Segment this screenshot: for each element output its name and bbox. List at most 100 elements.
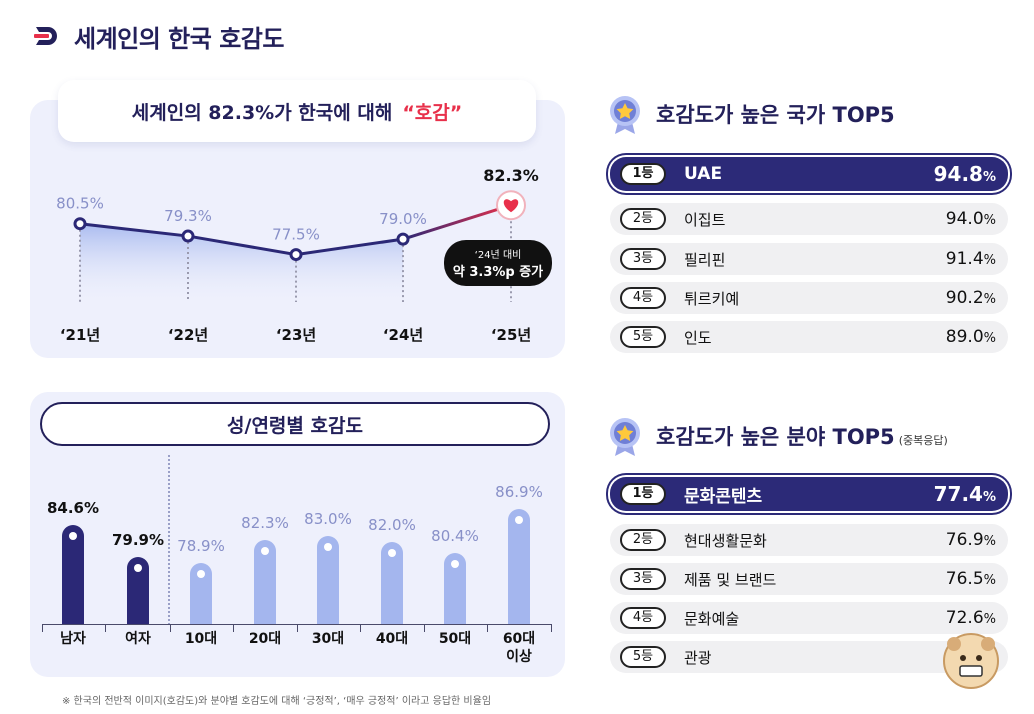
- line-chart-title-text: 세계인의 82.3%가 한국에 대해: [131, 101, 393, 124]
- rank-badge: 5등: [620, 646, 666, 668]
- bar-dot: [324, 542, 332, 551]
- medal-icon: [610, 418, 640, 456]
- bar-value-label: 84.6%: [46, 498, 100, 517]
- line-chart-title: 세계인의 82.3%가 한국에 대해 “호감”: [58, 80, 536, 142]
- bar-value-label: 82.3%: [241, 514, 289, 533]
- rank-badge: 2등: [620, 529, 666, 551]
- series-line-increase: [402, 203, 512, 241]
- rank-badge: 3등: [620, 568, 666, 590]
- x-tick-label: ‘24년: [383, 326, 423, 344]
- rank-name: 튀르키예: [684, 289, 740, 308]
- mascot-icon: [943, 633, 999, 689]
- rank-value: 90.2%: [945, 288, 996, 308]
- rank-name: 문화콘텐츠: [684, 486, 763, 507]
- increase-callout: ‘24년 대비 약 3.3%p 증가: [444, 240, 552, 286]
- bar-dot: [261, 547, 269, 556]
- axis-tick: [424, 624, 425, 632]
- brand-logo-icon: [34, 27, 57, 45]
- rank-badge: 2등: [620, 208, 666, 230]
- callout-maintext: 약 3.3%p 증가: [452, 265, 544, 280]
- rank-value: 76.9%: [945, 530, 996, 550]
- rank-name: 필리핀: [684, 250, 726, 269]
- rank-row: 2등 현대생활문화 76.9%: [610, 524, 1008, 556]
- bar: [508, 509, 530, 624]
- line-chart-title-highlight: “호감”: [402, 101, 463, 124]
- rank-name: 인도: [684, 328, 712, 347]
- bar-category-label: 30대: [311, 631, 345, 647]
- bar: [444, 553, 466, 624]
- axis-tick: [105, 624, 106, 632]
- bar-value-label: 80.4%: [431, 527, 479, 546]
- rank-row: 3등 필리핀 91.4%: [610, 243, 1008, 275]
- gender-age-divider: [168, 455, 170, 625]
- bar-category-label: 40대: [375, 631, 409, 647]
- data-label: 77.5%: [272, 226, 320, 244]
- bar-value-label: 82.0%: [368, 516, 416, 535]
- bar: [190, 563, 212, 624]
- rank-badge: 5등: [620, 326, 666, 348]
- rank-name: 문화예술: [684, 609, 740, 628]
- rank-row: 1등 문화콘텐츠 77.4%: [610, 477, 1008, 511]
- x-tick-label: ‘21년: [60, 326, 100, 344]
- x-tick-label: ‘23년: [276, 326, 316, 344]
- bar: [317, 535, 339, 624]
- axis-tick: [42, 624, 43, 632]
- bar-dot: [451, 560, 459, 569]
- data-label: 79.3%: [164, 207, 212, 225]
- rank-value: 94.0%: [945, 209, 996, 229]
- x-tick-label: ‘22년: [168, 326, 208, 344]
- bar: [127, 556, 149, 624]
- rank-row: 4등 문화예술 72.6%: [610, 602, 1008, 634]
- bar-dot: [69, 531, 77, 540]
- bar-value-label: 78.9%: [177, 537, 225, 556]
- rank-value: 91.4%: [945, 249, 996, 269]
- callout-subtext: ‘24년 대비: [474, 250, 522, 261]
- data-point: [396, 232, 410, 246]
- bar-dot: [515, 516, 523, 525]
- bar-dot: [388, 549, 396, 558]
- field-list-header: 호감도가 높은 분야 TOP5 (중복응답): [608, 414, 948, 458]
- rank-value: 94.8%: [933, 162, 996, 186]
- rank-value: 77.4%: [933, 482, 996, 506]
- bar-category-label: 여자: [125, 631, 151, 647]
- field-list-title: 호감도가 높은 분야 TOP5 (중복응답): [656, 421, 948, 451]
- rank-badge: 4등: [620, 607, 666, 629]
- axis-tick: [487, 624, 488, 632]
- country-list-header: 호감도가 높은 국가 TOP5: [608, 92, 895, 136]
- bar-value-label: 86.9%: [495, 483, 543, 502]
- rank-row: 4등 튀르키예 90.2%: [610, 282, 1008, 314]
- bar-category-label: 남자: [60, 631, 86, 647]
- medal-icon: [610, 96, 640, 134]
- data-point: [289, 248, 303, 262]
- bar-category-label: 50대: [438, 631, 472, 647]
- series-line: [79, 222, 404, 257]
- rank-row: 2등 이집트 94.0%: [610, 203, 1008, 235]
- rank-value: 76.5%: [945, 569, 996, 589]
- rank-badge: 4등: [620, 287, 666, 309]
- data-label: 82.3%: [483, 166, 539, 185]
- rank-badge: 1등: [620, 163, 666, 185]
- rank-badge: 1등: [620, 483, 666, 505]
- axis-tick: [233, 624, 234, 632]
- axis-tick: [360, 624, 361, 632]
- x-tick-label: ‘25년: [491, 326, 531, 344]
- rank-row: 3등 제품 및 브랜드 76.5%: [610, 563, 1008, 595]
- field-list-note: (중복응답): [898, 434, 948, 447]
- bar-category-label: 10대: [184, 631, 218, 647]
- page-header: 세계인의 한국 호감도: [32, 16, 284, 56]
- axis-tick: [170, 624, 171, 632]
- bar-value-label: 83.0%: [304, 509, 352, 528]
- rank-value: 89.0%: [945, 327, 996, 347]
- axis-tick: [297, 624, 298, 632]
- bar-value-label: 79.9%: [111, 530, 165, 549]
- country-list-title: 호감도가 높은 국가 TOP5: [656, 103, 895, 127]
- line-area-fill: [80, 223, 403, 305]
- bar: [254, 540, 276, 624]
- bar-category-label: 60대 이상: [502, 631, 536, 665]
- bar: [62, 524, 84, 624]
- bar: [381, 542, 403, 624]
- data-label: 79.0%: [379, 210, 427, 228]
- bar-dot: [197, 570, 205, 579]
- data-label: 80.5%: [56, 195, 104, 213]
